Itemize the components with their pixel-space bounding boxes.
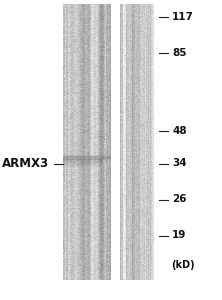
Text: ARMX3: ARMX3 xyxy=(2,157,49,170)
Text: 117: 117 xyxy=(172,11,194,22)
Text: 48: 48 xyxy=(172,125,187,136)
Text: 85: 85 xyxy=(172,47,186,58)
Text: 34: 34 xyxy=(172,158,187,169)
Text: 26: 26 xyxy=(172,194,186,205)
Text: 19: 19 xyxy=(172,230,186,241)
Text: (kD): (kD) xyxy=(171,260,195,271)
